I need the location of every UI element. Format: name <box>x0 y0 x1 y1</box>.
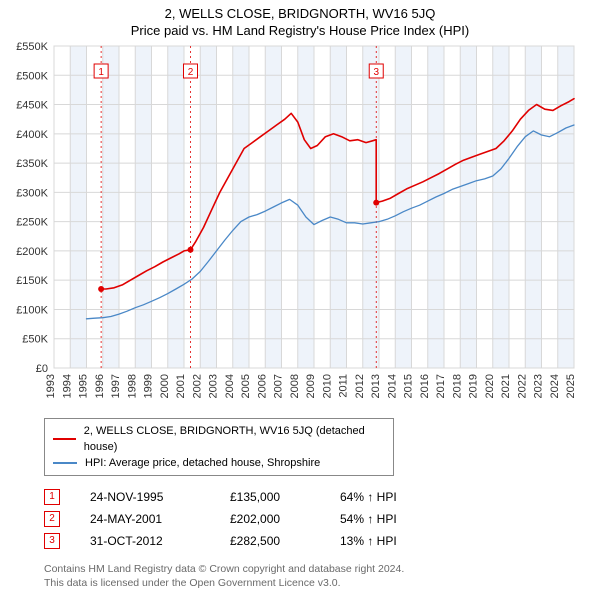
svg-text:1995: 1995 <box>78 374 90 398</box>
event-marker: 2 <box>44 511 60 527</box>
svg-text:1999: 1999 <box>143 374 155 398</box>
event-price: £282,500 <box>230 530 310 552</box>
svg-text:2017: 2017 <box>435 374 447 398</box>
svg-text:2024: 2024 <box>549 374 561 398</box>
chart-title-subtitle: Price paid vs. HM Land Registry's House … <box>0 21 600 38</box>
svg-text:2000: 2000 <box>159 374 171 398</box>
svg-text:£300K: £300K <box>16 187 48 199</box>
event-row: 2 24-MAY-2001 £202,000 54% ↑ HPI <box>44 508 590 530</box>
event-marker: 1 <box>44 489 60 505</box>
svg-text:1997: 1997 <box>110 374 122 398</box>
svg-text:£500K: £500K <box>16 70 48 82</box>
event-date: 24-NOV-1995 <box>90 486 200 508</box>
legend-swatch <box>53 462 77 464</box>
svg-text:2010: 2010 <box>321 374 333 398</box>
svg-text:2008: 2008 <box>289 374 301 398</box>
event-date: 24-MAY-2001 <box>90 508 200 530</box>
chart-title-address: 2, WELLS CLOSE, BRIDGNORTH, WV16 5JQ <box>0 0 600 21</box>
svg-text:£350K: £350K <box>16 158 48 170</box>
footnote-line1: Contains HM Land Registry data © Crown c… <box>44 562 590 576</box>
legend-label: 2, WELLS CLOSE, BRIDGNORTH, WV16 5JQ (de… <box>84 423 385 455</box>
svg-text:2012: 2012 <box>354 374 366 398</box>
svg-text:£100K: £100K <box>16 304 48 316</box>
legend-label: HPI: Average price, detached house, Shro… <box>85 455 320 471</box>
svg-text:2014: 2014 <box>386 374 398 398</box>
svg-text:2007: 2007 <box>273 374 285 398</box>
svg-text:2015: 2015 <box>403 374 415 398</box>
event-delta: 13% ↑ HPI <box>340 530 397 552</box>
legend-box: 2, WELLS CLOSE, BRIDGNORTH, WV16 5JQ (de… <box>44 418 394 476</box>
svg-text:£550K: £550K <box>16 42 48 53</box>
svg-text:2001: 2001 <box>175 374 187 398</box>
svg-text:£150K: £150K <box>16 275 48 287</box>
svg-text:£400K: £400K <box>16 129 48 141</box>
svg-text:2019: 2019 <box>468 374 480 398</box>
svg-text:2021: 2021 <box>500 374 512 398</box>
svg-text:2016: 2016 <box>419 374 431 398</box>
svg-text:2: 2 <box>188 67 194 78</box>
copyright-footnote: Contains HM Land Registry data © Crown c… <box>44 562 590 590</box>
event-row: 3 31-OCT-2012 £282,500 13% ↑ HPI <box>44 530 590 552</box>
price-chart-svg: £0 £50K £100K £150K £200K £250K £300K £350K £400… <box>10 42 590 412</box>
svg-text:£250K: £250K <box>16 217 48 229</box>
svg-text:1998: 1998 <box>126 374 138 398</box>
legend-swatch <box>53 438 76 440</box>
svg-text:1994: 1994 <box>61 374 73 398</box>
event-price: £135,000 <box>230 486 310 508</box>
legend-item: HPI: Average price, detached house, Shro… <box>53 455 385 471</box>
legend-item: 2, WELLS CLOSE, BRIDGNORTH, WV16 5JQ (de… <box>53 423 385 455</box>
svg-text:2023: 2023 <box>533 374 545 398</box>
svg-text:1996: 1996 <box>94 374 106 398</box>
event-delta: 54% ↑ HPI <box>340 508 397 530</box>
chart-area: £0 £50K £100K £150K £200K £250K £300K £350K £400… <box>10 42 590 412</box>
event-price: £202,000 <box>230 508 310 530</box>
svg-text:2025: 2025 <box>565 374 577 398</box>
svg-text:2006: 2006 <box>256 374 268 398</box>
event-marker: 3 <box>44 533 60 549</box>
svg-text:£50K: £50K <box>22 334 48 346</box>
svg-text:1: 1 <box>98 67 104 78</box>
svg-text:2013: 2013 <box>370 374 382 398</box>
svg-text:£0: £0 <box>36 363 48 375</box>
svg-text:2002: 2002 <box>191 374 203 398</box>
svg-text:2011: 2011 <box>338 374 350 398</box>
svg-text:3: 3 <box>373 67 379 78</box>
svg-text:2022: 2022 <box>516 374 528 398</box>
svg-text:£450K: £450K <box>16 100 48 112</box>
transaction-events: 1 24-NOV-1995 £135,000 64% ↑ HPI 2 24-MAY-200… <box>44 486 590 552</box>
event-date: 31-OCT-2012 <box>90 530 200 552</box>
event-row: 1 24-NOV-1995 £135,000 64% ↑ HPI <box>44 486 590 508</box>
event-delta: 64% ↑ HPI <box>340 486 397 508</box>
footnote-line2: This data is licensed under the Open Gov… <box>44 576 590 590</box>
svg-text:2004: 2004 <box>224 374 236 398</box>
svg-text:2003: 2003 <box>208 374 220 398</box>
svg-text:£200K: £200K <box>16 246 48 258</box>
svg-text:2020: 2020 <box>484 374 496 398</box>
svg-text:2005: 2005 <box>240 374 252 398</box>
svg-text:2009: 2009 <box>305 374 317 398</box>
svg-text:1993: 1993 <box>45 374 57 398</box>
svg-text:2018: 2018 <box>451 374 463 398</box>
